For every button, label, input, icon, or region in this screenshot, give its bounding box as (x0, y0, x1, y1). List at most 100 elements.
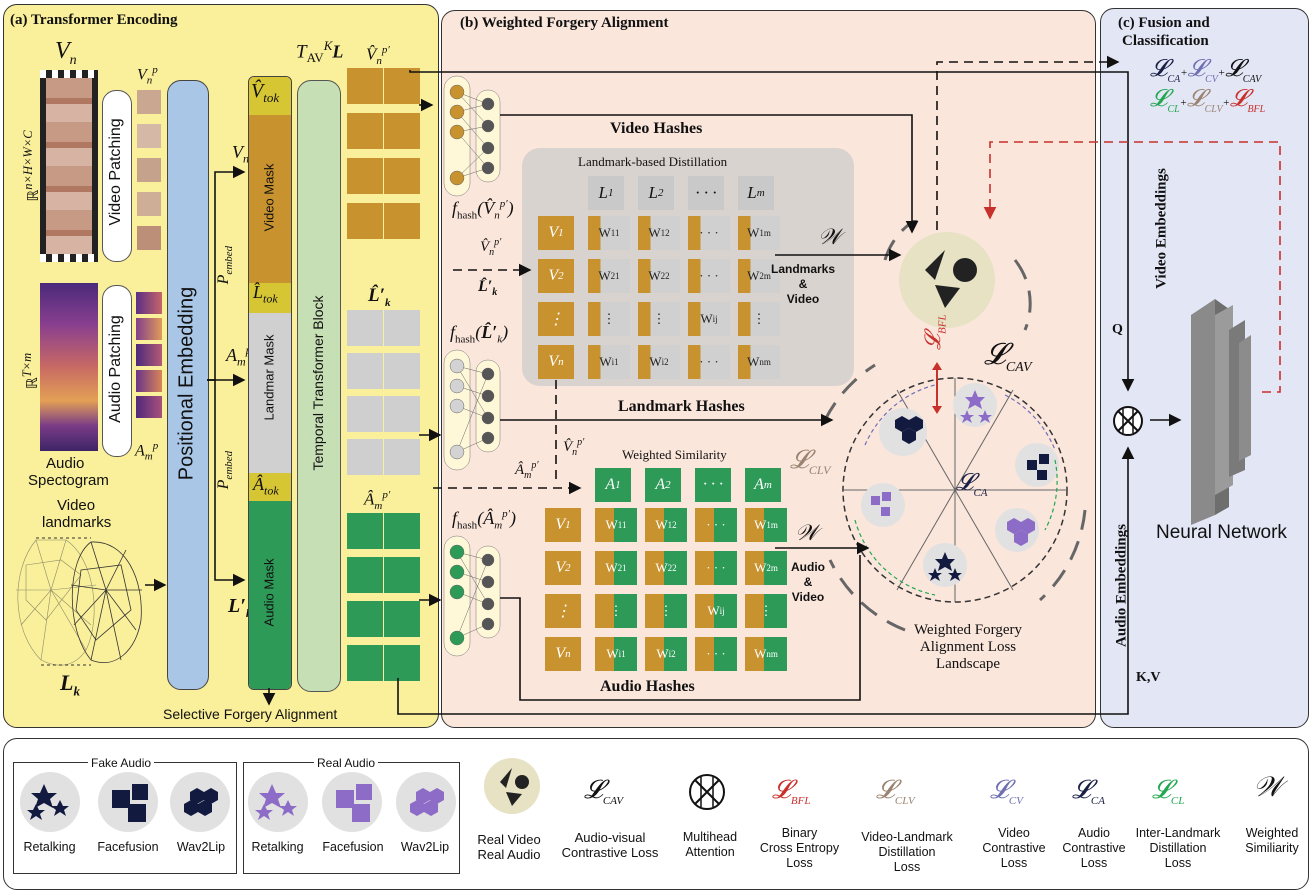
landmark-token-grid (347, 310, 420, 475)
real-audio-title: Real Audio (314, 756, 379, 770)
fusion-equation-1: 𝓛CA+𝓛CV+𝓛CAV (1150, 56, 1262, 85)
matrix-header-cell: · · · (695, 468, 731, 502)
amp-hat-label: Âmp′ (364, 489, 391, 513)
connection-arrows (145, 55, 1281, 715)
matrix-weight-cell: W 11 (588, 216, 630, 250)
lk-hat-label: L̂′k (368, 285, 391, 309)
legend-clv-label: Video-Landmark Distillation Loss (861, 830, 953, 874)
v-tok-label: V̂tok (251, 80, 280, 105)
fake-facefusion-label: Facefusion (97, 840, 159, 854)
real-audio-icons (248, 772, 456, 832)
real-facefusion-label: Facefusion (322, 840, 384, 854)
audio-token-grid (347, 513, 420, 683)
temporal-transformer-bar (297, 80, 341, 692)
real-wav2lip-label: Wav2Lip (400, 840, 450, 854)
matrix-weight-cell: ⋮ (745, 594, 787, 628)
audio-spectogram-label-2: Spectogram (28, 472, 109, 489)
matrix-weight-cell: W 2m (745, 551, 787, 585)
fhash-video-label: fhash(V̂np′) (452, 198, 514, 222)
fake-audio-title: Fake Audio (88, 756, 155, 770)
matrix-weight-cell: W 12 (638, 216, 680, 250)
legend-w-symbol: 𝒲 (1253, 772, 1283, 803)
matrix-weight-cell: W 21 (595, 551, 637, 585)
matrix-weight-cell: W 22 (645, 551, 687, 585)
matrix-weight-cell: ⋮ (738, 302, 780, 336)
matrix-weight-cell: · · · (688, 345, 730, 379)
kv-label: K,V (1136, 670, 1161, 685)
t-av-label: TAVKL (296, 38, 344, 66)
mid2-amp-label: Âmp′ (515, 460, 539, 481)
video-embeddings-label: Video Embeddings (1153, 168, 1170, 289)
matrix-weight-cell: W 1m (738, 216, 780, 250)
mid-vnp-label: V̂np′ (480, 237, 502, 258)
legend-bfl-symbol: 𝓛BFL (772, 775, 811, 808)
l-tok-label: L̂tok (253, 282, 278, 306)
matrix-weight-cell: · · · (695, 508, 737, 542)
w-symbol-1: 𝒲 (818, 224, 842, 249)
matrix-weight-cell: W 11 (595, 508, 637, 542)
neural-network-graphic (1191, 299, 1251, 525)
hash-networks (443, 75, 501, 657)
legend-cl-symbol: 𝓛CL (1152, 775, 1185, 808)
legend-cl-label: Inter-Landmark Distillation Loss (1135, 826, 1221, 870)
legend-multihead-icon (689, 774, 725, 810)
matrix-weight-cell: · · · (695, 551, 737, 585)
legend-ca-label: Audio Contrastive Loss (1062, 826, 1126, 870)
legend-multihead-label: Multihead Attention (682, 830, 738, 859)
landmark-hashes-label: Landmark Hashes (618, 398, 745, 415)
matrix-header-cell: · · · (688, 176, 724, 210)
landscape-caption: Weighted Forgery Alignment Loss Landscape (913, 622, 1023, 672)
vn-label: Vn (55, 38, 77, 68)
legend-ca-symbol: 𝓛CA (1072, 775, 1105, 808)
matrix-weight-cell: W 22 (638, 259, 680, 293)
landmark-distillation-title: Landmark-based Distillation (578, 154, 728, 169)
matrix-row-label: ⋮ (545, 594, 581, 628)
legend-real-video: Real Video Real Audio (477, 832, 541, 862)
matrix-weight-cell: W 21 (588, 259, 630, 293)
multihead-attention-icon (1113, 406, 1143, 436)
video-landmarks-label-2: landmarks (42, 514, 112, 531)
video-hashes-label: Video Hashes (610, 120, 703, 137)
matrix-weight-cell: W 1m (745, 508, 787, 542)
video-frames-strip (40, 70, 98, 262)
video-token-grid (347, 68, 420, 268)
matrix-weight-cell: ⋮ (595, 594, 637, 628)
video-patching-box (102, 90, 132, 262)
legend-cv-symbol: 𝓛CV (990, 775, 1023, 808)
legend-cav-label: Audio-visual Contrastive Loss (561, 830, 659, 860)
positional-embedding-bar (167, 80, 209, 690)
audio-patches (136, 292, 162, 432)
real-video-audio-circle (899, 232, 995, 328)
selective-forgery-label: Selective Forgery Alignment (163, 706, 338, 722)
lk-label: Lk (60, 670, 80, 699)
legend-cav-symbol: 𝓛CAV (584, 775, 624, 808)
star-icon (31, 784, 57, 808)
fhash-audio-label: fhash(Âmp′) (452, 508, 517, 532)
audio-spectogram-label-1: Audio (46, 455, 85, 472)
q-label: Q (1112, 322, 1123, 337)
w-symbol-2: 𝒲 (795, 520, 819, 545)
matrix-row-label: ⋮ (538, 302, 574, 336)
matrix-weight-cell: W 12 (645, 508, 687, 542)
mid2-vnp-label: V̂np′ (563, 437, 585, 458)
loss-landscape (823, 220, 1087, 632)
legend-cv-label: Video Contrastive Loss (982, 826, 1046, 870)
legend-clv-symbol: 𝓛CLV (876, 775, 915, 808)
audio-embeddings-label: Audio Embeddings (1113, 524, 1130, 647)
